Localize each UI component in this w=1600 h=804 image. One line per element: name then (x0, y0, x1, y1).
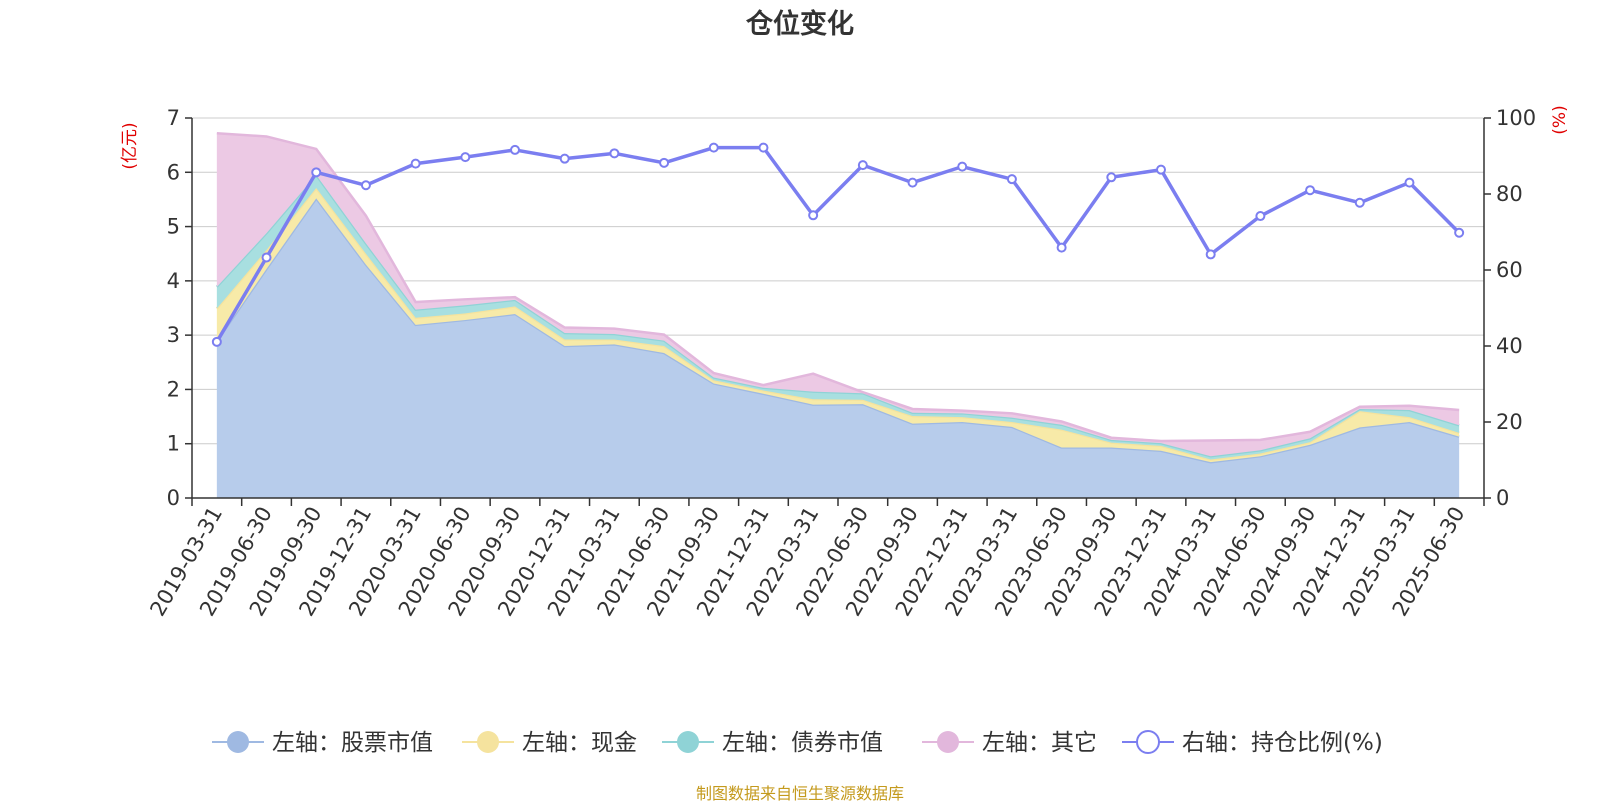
ratio-point (907, 177, 918, 188)
right-tick-label: 100 (1496, 106, 1536, 130)
ratio-point (1454, 227, 1465, 238)
legend-item-3: 左轴：债券市值 (662, 730, 883, 756)
area-series-1 (216, 198, 1460, 499)
area-edge-series-4 (216, 131, 1460, 443)
legend: 左轴：股票市值 左轴：现金 左轴：债券市值 左轴：其它 右轴：持仓比例(%) (212, 730, 1383, 756)
legend-marker (477, 731, 499, 753)
right-tick-label: 0 (1496, 486, 1509, 510)
ratio-point (311, 167, 322, 178)
legend-marker (1136, 730, 1160, 754)
ratio-point (1305, 185, 1316, 196)
ratio-point (659, 157, 670, 168)
left-tick-label: 4 (167, 269, 180, 293)
left-tick-label: 5 (167, 215, 180, 239)
legend-label: 右轴：持仓比例(%) (1182, 730, 1383, 756)
legend-marker (227, 731, 249, 753)
ratio-point (758, 142, 769, 153)
ratio-point (460, 152, 471, 163)
right-tick-label: 60 (1496, 258, 1523, 282)
left-tick-label: 2 (167, 377, 180, 401)
legend-label: 左轴：债券市值 (722, 730, 883, 756)
area-series-2 (216, 188, 1460, 463)
ratio-point (708, 142, 719, 153)
legend-label: 左轴：其它 (982, 730, 1097, 756)
left-tick-label: 3 (167, 323, 180, 347)
area-series-4 (216, 133, 1460, 457)
legend-item-4: 左轴：其它 (922, 730, 1097, 756)
left-tick-label: 6 (167, 160, 180, 184)
ratio-point (1404, 177, 1415, 188)
ratio-point (1354, 197, 1365, 208)
legend-item-1: 左轴：股票市值 (212, 730, 433, 756)
chart-title: 仓位变化 (746, 9, 854, 40)
stacked-areas (215, 131, 1460, 499)
left-tick-label: 0 (167, 486, 180, 510)
ratio-point (211, 336, 222, 347)
ratio-point (510, 144, 520, 155)
ratio-point (857, 160, 868, 171)
data-source-note: 制图数据来自恒生聚源数据库 (695, 784, 904, 803)
ratio-line (211, 142, 1465, 347)
ratio-line-path (215, 145, 1461, 343)
ratio-point (1056, 242, 1067, 253)
right-axis-unit: (%) (1550, 105, 1570, 134)
ratio-point (1255, 211, 1266, 222)
legend-label: 左轴：现金 (522, 730, 637, 756)
ratio-point (957, 161, 968, 172)
legend-marker (677, 731, 699, 753)
legend-item-5: 右轴：持仓比例(%) (1122, 730, 1383, 756)
ratio-point (1156, 164, 1166, 175)
ratio-point (1106, 172, 1117, 183)
legend-marker (937, 731, 959, 753)
right-tick-label: 40 (1496, 334, 1523, 358)
ratio-point (559, 153, 570, 164)
legend-item-2: 左轴：现金 (462, 730, 637, 756)
ratio-point (360, 180, 371, 191)
ratio-point (1205, 249, 1216, 260)
ratio-point (609, 148, 620, 159)
ratio-point (410, 158, 421, 169)
ratio-point (261, 252, 272, 263)
right-tick-label: 80 (1496, 182, 1523, 206)
right-tick-label: 20 (1496, 410, 1523, 434)
ratio-point (808, 210, 819, 221)
left-tick-label: 7 (167, 106, 180, 130)
ratio-point (1006, 174, 1017, 185)
legend-label: 左轴：股票市值 (272, 730, 433, 756)
left-axis-unit: (亿元) (120, 122, 140, 169)
left-tick-label: 1 (167, 432, 180, 456)
